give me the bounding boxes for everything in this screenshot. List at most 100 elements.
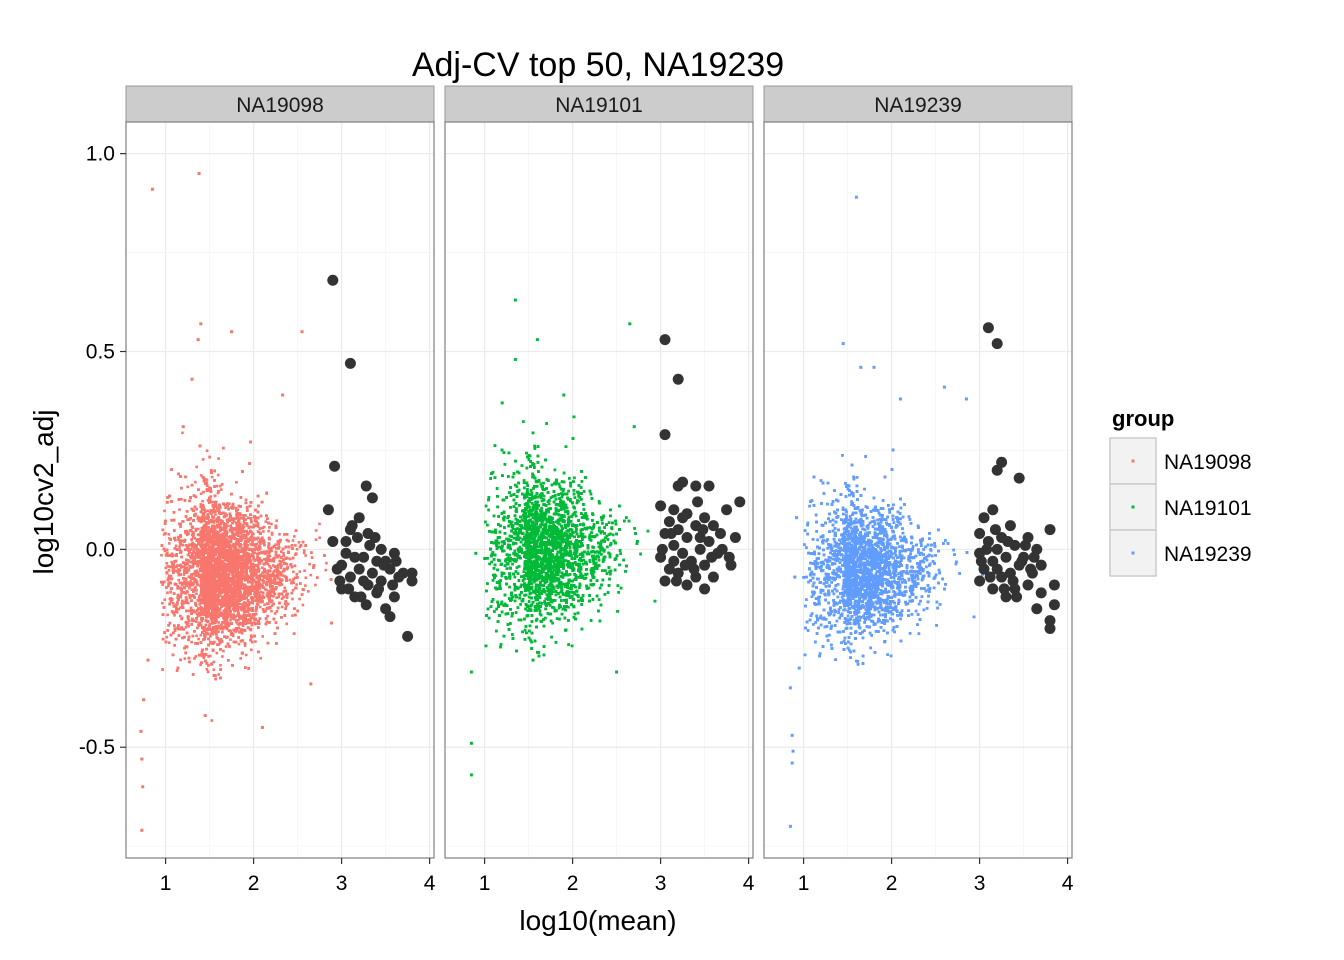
data-point xyxy=(314,538,318,541)
data-point xyxy=(250,562,253,566)
data-point xyxy=(288,578,292,582)
data-point xyxy=(228,528,232,532)
data-point xyxy=(212,660,216,664)
data-point xyxy=(181,543,184,547)
data-point xyxy=(284,562,288,565)
data-point xyxy=(193,536,197,540)
data-point xyxy=(179,614,182,618)
data-point xyxy=(173,614,176,617)
data-point xyxy=(197,519,201,523)
data-point xyxy=(168,542,171,545)
data-point xyxy=(209,495,213,498)
data-point xyxy=(165,562,169,565)
data-point xyxy=(291,539,295,542)
facet-strip xyxy=(125,85,435,123)
data-point xyxy=(212,521,216,524)
data-point xyxy=(197,637,200,641)
data-point xyxy=(259,656,262,660)
data-point xyxy=(238,623,241,626)
data-point xyxy=(200,619,204,623)
data-point xyxy=(270,533,274,536)
data-point xyxy=(179,525,182,529)
data-point xyxy=(177,607,181,611)
data-point xyxy=(214,500,218,504)
data-point xyxy=(293,564,297,568)
data-point xyxy=(220,533,223,536)
data-point xyxy=(179,593,183,596)
data-point xyxy=(229,526,233,529)
data-point xyxy=(171,569,175,572)
point-cloud-NA19098 xyxy=(160,431,333,722)
data-point xyxy=(167,641,171,644)
data-point xyxy=(208,622,212,626)
data-point xyxy=(228,606,232,609)
data-point xyxy=(250,621,254,625)
data-point xyxy=(210,719,214,722)
data-point xyxy=(294,544,297,547)
data-point xyxy=(243,644,247,647)
data-point xyxy=(241,603,244,607)
chart-title: Adj-CV top 50, NA19239 xyxy=(412,46,784,84)
data-point xyxy=(253,580,257,583)
data-point xyxy=(301,603,305,607)
data-point xyxy=(219,525,222,529)
data-point xyxy=(188,543,191,546)
data-point xyxy=(195,465,198,469)
data-point xyxy=(181,431,184,435)
data-point xyxy=(197,597,201,600)
data-point xyxy=(227,517,231,521)
data-point xyxy=(282,552,285,555)
data-point xyxy=(235,481,238,484)
data-point xyxy=(198,612,201,615)
data-point xyxy=(167,533,171,536)
data-point xyxy=(198,553,202,556)
data-point xyxy=(177,578,180,582)
data-point xyxy=(272,570,276,573)
data-point xyxy=(272,560,276,563)
data-point xyxy=(205,541,209,544)
data-point xyxy=(214,513,217,516)
data-point xyxy=(318,522,321,526)
data-point xyxy=(228,546,231,550)
data-point xyxy=(164,566,168,570)
data-point xyxy=(222,614,226,618)
data-point xyxy=(246,516,250,520)
data-point xyxy=(276,582,280,585)
data-point xyxy=(215,505,218,508)
data-point xyxy=(244,653,248,657)
data-point xyxy=(215,523,219,527)
data-point xyxy=(206,530,210,533)
data-point xyxy=(195,592,198,595)
data-point xyxy=(268,547,271,551)
data-point xyxy=(262,581,265,585)
data-point xyxy=(240,595,243,598)
data-point xyxy=(268,554,272,558)
data-point xyxy=(204,635,207,638)
data-point xyxy=(205,487,209,491)
data-point xyxy=(219,627,222,631)
data-point xyxy=(199,556,203,560)
data-point xyxy=(200,508,204,511)
data-point xyxy=(304,576,308,580)
data-point xyxy=(255,571,258,575)
data-point xyxy=(275,547,278,550)
data-point xyxy=(279,566,283,569)
data-point xyxy=(199,633,203,637)
data-point xyxy=(222,649,225,653)
data-point xyxy=(239,579,243,583)
data-point xyxy=(271,546,274,549)
data-point xyxy=(190,640,193,644)
data-point xyxy=(209,635,212,638)
data-point xyxy=(179,581,183,585)
data-point xyxy=(267,546,270,549)
data-point xyxy=(216,473,220,477)
data-point xyxy=(217,610,221,613)
data-point xyxy=(257,544,261,548)
data-point xyxy=(254,612,258,616)
data-point xyxy=(314,583,317,587)
data-point xyxy=(242,526,246,529)
data-point xyxy=(208,654,212,658)
data-point xyxy=(308,562,311,566)
data-point xyxy=(197,527,200,531)
